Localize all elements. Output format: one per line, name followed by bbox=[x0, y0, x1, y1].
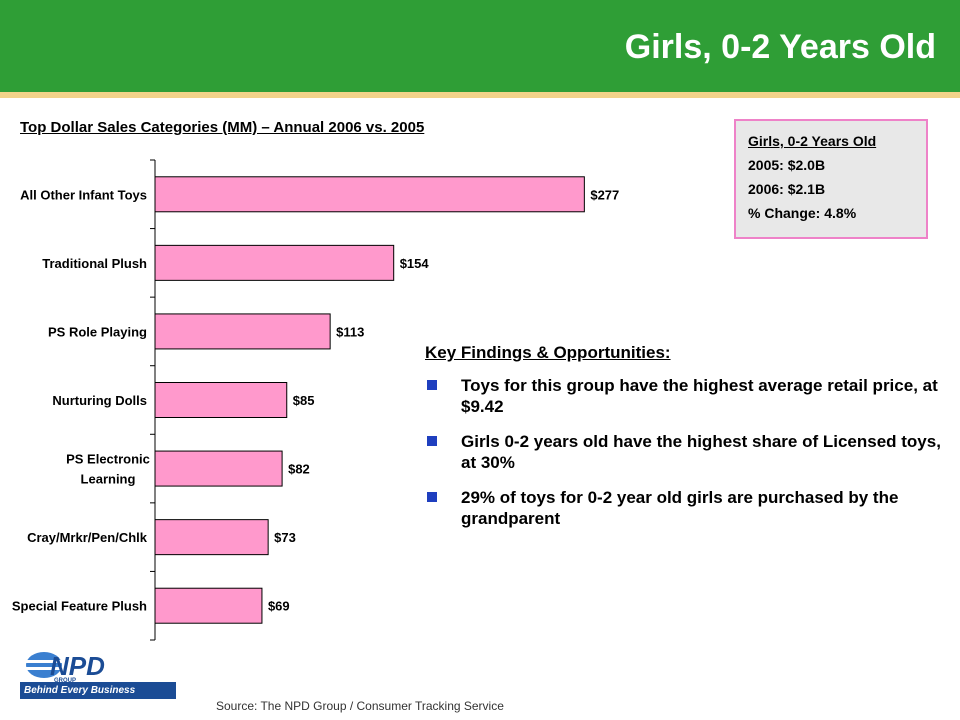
bar bbox=[154, 244, 395, 281]
chart-title: Top Dollar Sales Categories (MM) – Annua… bbox=[20, 119, 425, 136]
page-title: Girls, 0-2 Years Old bbox=[624, 28, 936, 66]
square-bullet-icon bbox=[427, 436, 437, 446]
data-label: $113 bbox=[336, 324, 364, 339]
key-findings: Key Findings & Opportunities: Toys for t… bbox=[425, 343, 950, 543]
data-label: $82 bbox=[288, 462, 310, 477]
data-label: $85 bbox=[293, 393, 315, 408]
category-label: PS Role Playing bbox=[48, 324, 147, 339]
finding-text: Girls 0-2 years old have the highest sha… bbox=[461, 432, 941, 472]
stats-2005: 2005: $2.0B bbox=[748, 157, 826, 173]
npd-logo: NPD GROUP bbox=[26, 651, 105, 684]
logo-text: NPD bbox=[50, 651, 105, 681]
category-label: PS Electronic bbox=[66, 452, 150, 467]
category-label: Learning bbox=[81, 472, 136, 487]
finding-text: 29% of toys for 0-2 year old girls are p… bbox=[461, 488, 899, 528]
findings-title: Key Findings & Opportunities: bbox=[425, 343, 671, 362]
bar bbox=[154, 587, 263, 624]
data-label: $277 bbox=[590, 187, 619, 202]
data-label: $69 bbox=[268, 599, 290, 614]
logo-subtext: GROUP bbox=[54, 678, 76, 684]
category-label: All Other Infant Toys bbox=[20, 187, 147, 202]
bar bbox=[154, 519, 269, 556]
finding-item: 29% of toys for 0-2 year old girls are p… bbox=[425, 487, 950, 529]
square-bullet-icon bbox=[427, 492, 437, 502]
header-bar bbox=[0, 0, 960, 92]
finding-text: Toys for this group have the highest ave… bbox=[461, 376, 938, 416]
bar bbox=[154, 176, 585, 213]
square-bullet-icon bbox=[427, 380, 437, 390]
category-label: Special Feature Plush bbox=[12, 599, 147, 614]
category-label: Cray/Mrkr/Pen/Chlk bbox=[27, 530, 148, 545]
finding-item: Toys for this group have the highest ave… bbox=[425, 375, 950, 417]
bar bbox=[154, 450, 283, 487]
header-accent-stripe bbox=[0, 92, 960, 98]
category-label: Traditional Plush bbox=[42, 256, 147, 271]
stats-title: Girls, 0-2 Years Old bbox=[748, 133, 877, 149]
data-label: $154 bbox=[400, 256, 430, 271]
stats-change: % Change: 4.8% bbox=[748, 205, 857, 221]
category-label: Nurturing Dolls bbox=[52, 393, 147, 408]
stats-2006: 2006: $2.1B bbox=[748, 181, 826, 197]
bar bbox=[154, 313, 331, 350]
logo-tagline: Behind Every Business Decision bbox=[20, 682, 176, 713]
source-note: Source: The NPD Group / Consumer Trackin… bbox=[216, 699, 504, 713]
stats-box: Girls, 0-2 Years Old 2005: $2.0B 2006: $… bbox=[734, 119, 928, 239]
bar-chart: All Other Infant Toys $277 Traditional Plu… bbox=[12, 159, 619, 641]
data-label: $73 bbox=[274, 530, 296, 545]
finding-item: Girls 0-2 years old have the highest sha… bbox=[425, 431, 950, 473]
bar bbox=[154, 382, 288, 418]
